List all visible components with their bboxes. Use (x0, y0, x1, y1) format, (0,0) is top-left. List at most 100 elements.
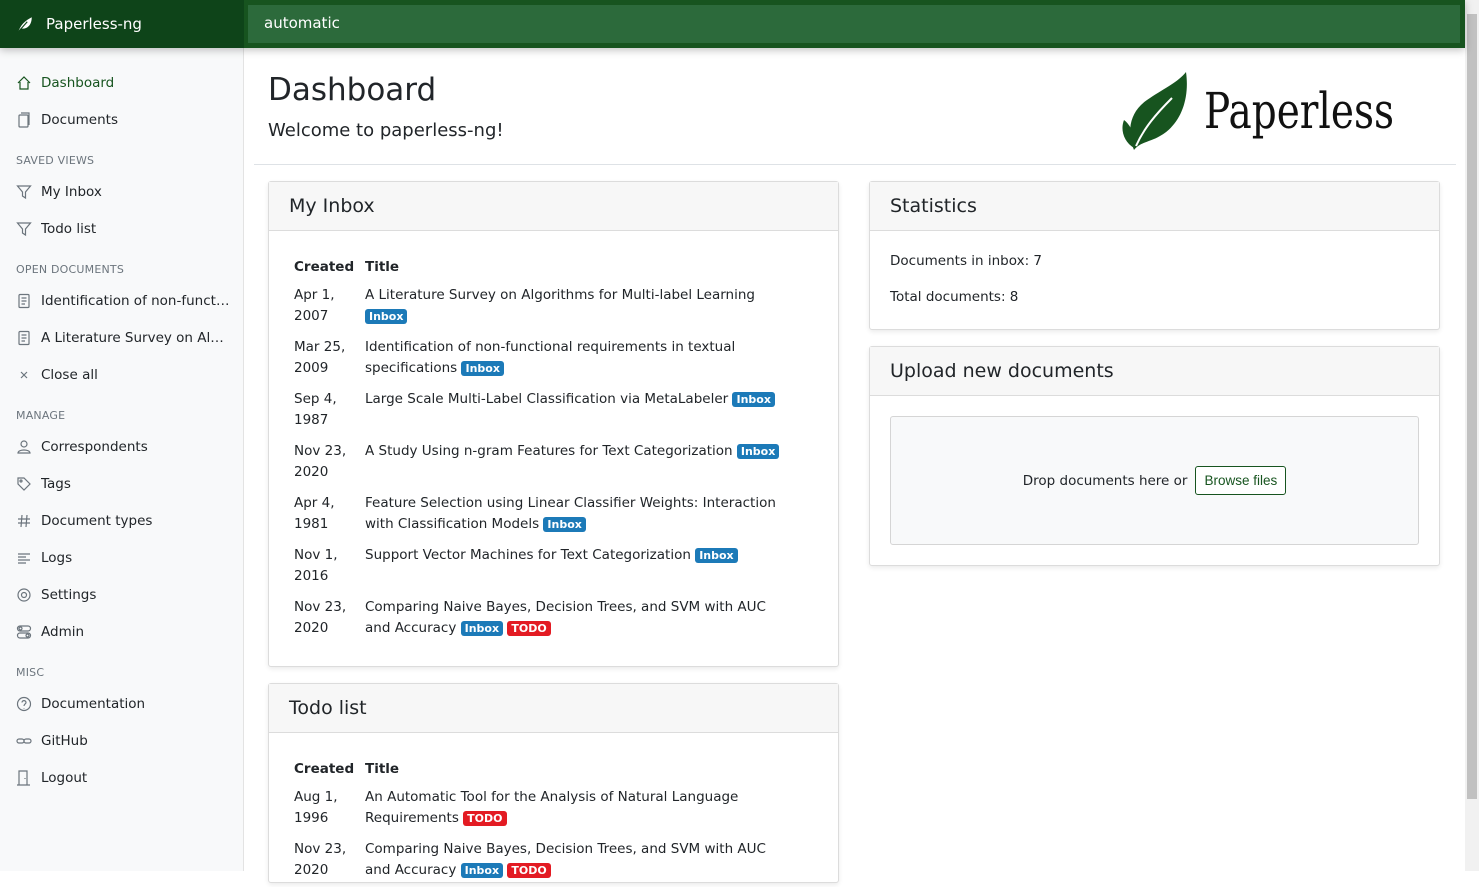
sidebar: Dashboard Documents SAVED VIEWS My Inbox Tod… (0, 48, 244, 871)
table-row[interactable]: Nov 1, 2016 Support Vector Machines for T… (289, 541, 800, 593)
tag-badge-inbox[interactable]: Inbox (460, 621, 504, 636)
funnel-icon (16, 184, 32, 199)
sidebar-item-label: My Inbox (41, 183, 102, 200)
sidebar-item-my-inbox[interactable]: My Inbox (0, 173, 243, 210)
section-manage: MANAGE (16, 409, 66, 422)
tags-icon (17, 476, 31, 491)
created-date: Nov 23, 2020 (294, 443, 347, 480)
section-misc: MISC (16, 666, 45, 679)
table-row[interactable]: Aug 1, 1996 An Automatic Tool for the Ana… (289, 783, 800, 835)
document-title-link[interactable]: Identification of non-functional require… (365, 339, 736, 376)
created-date: Nov 23, 2020 (294, 599, 347, 636)
sidebar-item-label: A Literature Survey on Algorithms for Mu… (41, 329, 231, 346)
tag-badge-inbox[interactable]: Inbox (732, 392, 775, 407)
sidebar-item-admin[interactable]: Admin (0, 613, 243, 650)
sidebar-item-label: Todo list (41, 220, 97, 237)
tag-badge-inbox[interactable]: Inbox (736, 444, 780, 459)
document-title-link[interactable]: Support Vector Machines for Text Categor… (365, 547, 691, 563)
search-input[interactable]: automatic (248, 5, 1460, 43)
funnel-icon (16, 221, 32, 236)
sidebar-item-todo-list[interactable]: Todo list (0, 210, 243, 247)
statistics-card: Statistics Documents in inbox: 7 Total d… (869, 181, 1440, 330)
sidebar-item-label: Documents (41, 111, 118, 128)
text-left-icon (18, 552, 30, 564)
browse-files-button[interactable]: Browse files (1195, 466, 1287, 495)
created-date: Nov 1, 2016 (294, 547, 338, 584)
house-icon (17, 75, 31, 90)
sidebar-item-documents[interactable]: Documents (0, 101, 243, 138)
sidebar-item-identification-of-non-function[interactable]: Identification of non-functional require… (0, 282, 243, 319)
paperless-logo: Paperless (1120, 70, 1434, 152)
col-title: Title (365, 259, 400, 275)
sidebar-item-label: Logs (41, 549, 73, 566)
sidebar-item-label: Correspondents (41, 438, 148, 455)
file-text-icon (18, 330, 30, 345)
document-title-link[interactable]: A Literature Survey on Algorithms for Mu… (365, 287, 755, 303)
col-created: Created (294, 259, 355, 275)
created-date: Nov 23, 2020 (294, 841, 347, 878)
drop-zone[interactable]: Drop documents here or Browse files (890, 416, 1419, 545)
table-row[interactable]: Sep 4, 1987 Large Scale Multi-Label Class… (289, 385, 800, 437)
col-title: Title (365, 761, 400, 777)
sidebar-item-settings[interactable]: Settings (0, 576, 243, 613)
sidebar-item-close-all[interactable]: Close all (0, 356, 243, 393)
card-title: Upload new documents (870, 347, 1439, 396)
sidebar-item-label: Document types (41, 512, 153, 529)
my-inbox-card: My Inbox Created Title Apr 1, 2007 A Litera… (268, 181, 839, 667)
app-name: Paperless-ng (46, 15, 142, 33)
file-text-icon (18, 293, 30, 308)
card-title[interactable]: Todo list (269, 684, 838, 733)
table-row[interactable]: Nov 23, 2020 Comparing Naive Bayes, Decis… (289, 593, 800, 645)
todo-table: Created Title Aug 1, 1996 An Automatic Tool… (289, 757, 800, 887)
tag-badge-inbox[interactable]: Inbox (461, 361, 504, 376)
document-title-link[interactable]: Comparing Naive Bayes, Decision Trees, a… (365, 841, 766, 878)
sidebar-item-label: GitHub (41, 732, 88, 749)
page-title: Dashboard (268, 72, 437, 108)
sidebar-item-document-types[interactable]: Document types (0, 502, 243, 539)
tag-badge-inbox[interactable]: Inbox (695, 548, 738, 563)
table-row[interactable]: Nov 23, 2020 A Study Using n-gram Feature… (289, 437, 800, 489)
table-row[interactable]: Apr 1, 2007 A Literature Survey on Algori… (289, 281, 800, 333)
sidebar-item-a-literature-survey-on-algorit[interactable]: A Literature Survey on Algorithms for Mu… (0, 319, 243, 356)
sidebar-item-documentation[interactable]: Documentation (0, 685, 243, 722)
created-date: Sep 4, 1987 (294, 391, 337, 428)
total-count: Total documents: 8 (890, 289, 1019, 305)
document-title-link[interactable]: Feature Selection using Linear Classifie… (365, 495, 776, 532)
sidebar-item-label: Tags (41, 475, 71, 492)
table-row[interactable]: Nov 23, 2020 Comparing Naive Bayes, Decis… (289, 835, 800, 887)
todo-list-card: Todo list Created Title Aug 1, 1996 An Auto… (268, 683, 839, 883)
created-date: Mar 25, 2009 (294, 339, 346, 376)
card-title: Statistics (870, 182, 1439, 231)
created-date: Apr 1, 2007 (294, 287, 335, 324)
drop-text: Drop documents here or (1022, 472, 1188, 489)
brand[interactable]: Paperless-ng (0, 0, 244, 48)
document-title-link[interactable]: An Automatic Tool for the Analysis of Na… (365, 789, 739, 826)
sidebar-item-logs[interactable]: Logs (0, 539, 243, 576)
document-title-link[interactable]: Large Scale Multi-Label Classification v… (365, 391, 729, 407)
gear-icon (17, 587, 31, 602)
tag-badge-inbox[interactable]: Inbox (365, 309, 408, 324)
card-title[interactable]: My Inbox (269, 182, 838, 231)
sidebar-item-github[interactable]: GitHub (0, 722, 243, 759)
tag-badge-todo[interactable]: TODO (507, 621, 551, 636)
sidebar-item-logout[interactable]: Logout (0, 759, 243, 796)
scrollbar[interactable] (1465, 0, 1479, 871)
sidebar-item-dashboard[interactable]: Dashboard (0, 64, 243, 101)
scrollbar-thumb[interactable] (1467, 14, 1477, 799)
files-icon (18, 111, 30, 128)
leaf-icon (17, 17, 32, 33)
sidebar-item-correspondents[interactable]: Correspondents (0, 428, 243, 465)
tag-badge-todo[interactable]: TODO (463, 811, 507, 826)
document-title-link[interactable]: Comparing Naive Bayes, Decision Trees, a… (365, 599, 766, 636)
leaf-logo-icon (1122, 72, 1187, 150)
table-row[interactable]: Apr 4, 1981 Feature Selection using Linea… (289, 489, 800, 541)
inbox-table: Created Title Apr 1, 2007 A Literature Surv… (289, 255, 800, 645)
document-title-link[interactable]: A Study Using n-gram Features for Text C… (365, 443, 733, 459)
table-row[interactable]: Mar 25, 2009 Identification of non-functi… (289, 333, 800, 385)
created-date: Apr 4, 1981 (294, 495, 335, 532)
inbox-count: Documents in inbox: 7 (890, 253, 1043, 269)
sidebar-item-tags[interactable]: Tags (0, 465, 243, 502)
tag-badge-inbox[interactable]: Inbox (543, 517, 586, 532)
hash-icon (18, 514, 30, 527)
upload-card: Upload new documents Drop documents here… (869, 346, 1440, 566)
